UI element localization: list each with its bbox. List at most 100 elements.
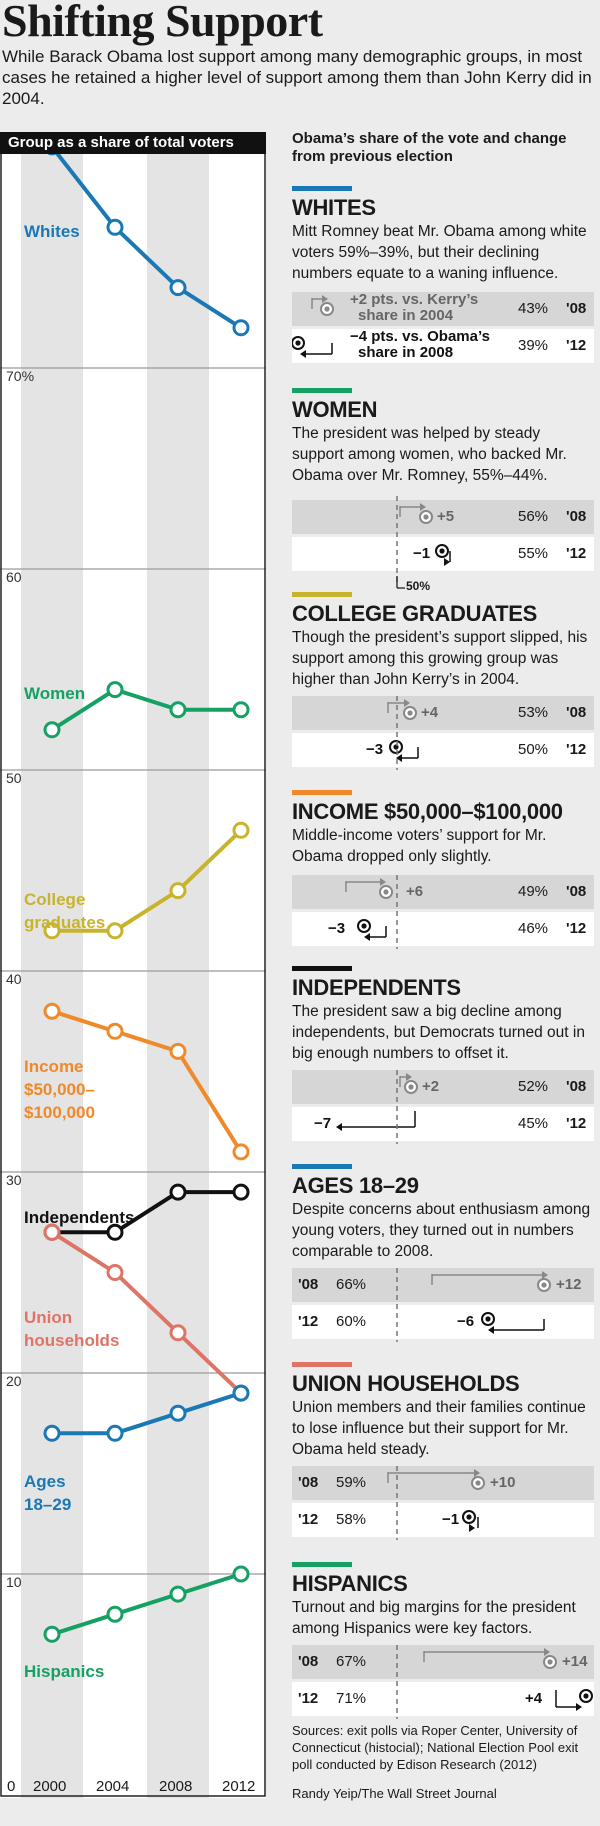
year-2008: '08 xyxy=(566,300,587,317)
marker-2012 xyxy=(357,919,387,941)
year-2008: '08 xyxy=(566,704,587,721)
ytick-40: 40 xyxy=(6,971,22,987)
data-point xyxy=(106,218,124,236)
fifty-percent-reference xyxy=(396,1466,398,1540)
section-color-bar xyxy=(292,1362,352,1367)
series-line xyxy=(52,1391,242,1436)
year-2008: '08 xyxy=(298,1653,319,1670)
share-rows: '08 59% +10 '12 58% −1 xyxy=(292,1466,594,1540)
data-point xyxy=(106,1022,124,1040)
row-2008: '08 66% +12 xyxy=(292,1268,594,1302)
label-college-2: graduates xyxy=(24,913,106,932)
data-point xyxy=(232,1384,250,1402)
section-color-bar xyxy=(292,186,352,191)
section-color-bar xyxy=(292,966,352,971)
fifty-percent-reference xyxy=(396,1268,398,1342)
label-union-2: households xyxy=(24,1331,120,1350)
marker-2008 xyxy=(431,1271,551,1292)
data-point xyxy=(43,1424,61,1442)
row-2012: '12 58% −1 xyxy=(292,1503,594,1537)
section-title: COLLEGE GRADUATES xyxy=(292,601,538,626)
marker-2012 xyxy=(435,544,451,566)
label-college-1: College xyxy=(24,890,86,909)
xtick-2000: 2000 xyxy=(33,1778,67,1795)
share-rows: '08 67% +14 '12 71% +4 xyxy=(292,1645,594,1719)
row-2008: +2 52% '08 xyxy=(292,1070,594,1104)
row-2008: +2 pts. vs. Kerry’s share in 2004 43% '0… xyxy=(292,291,594,326)
change-2008: +4 xyxy=(421,704,439,721)
change-2008: +10 xyxy=(490,1474,516,1491)
section-description: Despite concerns about enthusiasm among … xyxy=(292,1201,591,1260)
column-stripe xyxy=(147,132,209,1798)
marker-2008 xyxy=(345,878,393,899)
data-point xyxy=(43,1625,61,1643)
data-point xyxy=(232,701,250,719)
row-2012: −3 46% '12 xyxy=(292,912,594,946)
sources-note: Sources: exit polls via Roper Center, Un… xyxy=(292,1723,579,1772)
share-rows: +6 49% '08 −3 46% '12 xyxy=(292,875,594,949)
ytick-30: 30 xyxy=(6,1172,22,1188)
row-2012: '12 60% −6 xyxy=(292,1305,594,1339)
section-description: Turnout and big margins for the presiden… xyxy=(292,1599,576,1637)
change-2008-line2: share in 2004 xyxy=(358,307,454,324)
xtick-0: 0 xyxy=(7,1778,16,1795)
marker-2012 xyxy=(481,1312,545,1334)
xtick-2008: 2008 xyxy=(159,1778,193,1795)
year-2012: '12 xyxy=(566,741,587,758)
credit-line: Randy Yeip/The Wall Street Journal xyxy=(292,1786,497,1801)
share-panel-header: Obama’s share of the vote and change fro… xyxy=(292,130,567,165)
row-2012: −3 50% '12 xyxy=(292,733,594,767)
marker-2012 xyxy=(336,1111,416,1131)
year-2012: '12 xyxy=(298,1690,319,1707)
fifty-percent-reference xyxy=(396,1070,398,1144)
series-line xyxy=(50,145,243,330)
row-2008: +6 49% '08 xyxy=(292,875,594,909)
label-union-1: Union xyxy=(24,1308,73,1327)
change-2012: −1 xyxy=(442,1511,460,1528)
marker-2012 xyxy=(292,336,333,358)
section-title: INDEPENDENTS xyxy=(292,975,461,1000)
year-2008: '08 xyxy=(298,1276,319,1293)
fifty-percent-reference xyxy=(396,875,398,949)
share-rows: +4 53% '08 −3 50% '12 xyxy=(292,696,594,770)
data-point xyxy=(106,1605,124,1623)
series-line xyxy=(51,1009,243,1153)
pct-2008: 67% xyxy=(336,1653,367,1670)
section-color-bar xyxy=(292,592,352,597)
section-description: The president was helped by steady suppo… xyxy=(292,425,567,484)
change-2012: −3 xyxy=(328,920,346,937)
section-title: AGES 18–29 xyxy=(292,1173,419,1198)
section-description: Though the president’s support slipped, … xyxy=(292,629,588,688)
data-point xyxy=(232,821,250,839)
ytick-10: 10 xyxy=(6,1574,22,1590)
page-title: Shifting Support xyxy=(2,0,323,46)
section-college-graduates: COLLEGE GRADUATES Though the president’s… xyxy=(292,592,594,770)
ytick-60: 60 xyxy=(6,569,22,585)
marker-2012 xyxy=(389,740,419,762)
marker-2008 xyxy=(311,295,334,316)
year-2008: '08 xyxy=(298,1474,319,1491)
ytick-20: 20 xyxy=(6,1373,22,1389)
data-point xyxy=(169,1042,187,1060)
pct-2008: 59% xyxy=(336,1474,367,1491)
pct-2008: 49% xyxy=(518,883,549,900)
chart-panel-header: Group as a share of total voters xyxy=(0,132,266,154)
section-union-households: UNION HOUSEHOLDS Union members and their… xyxy=(292,1362,594,1540)
label-income-3: $100,000 xyxy=(24,1103,95,1122)
share-rows: +2 pts. vs. Kerry’s share in 2004 43% '0… xyxy=(292,291,594,366)
year-2012: '12 xyxy=(566,545,587,562)
section-title: INCOME $50,000–$100,000 xyxy=(292,799,563,824)
row-2008: '08 59% +10 xyxy=(292,1466,594,1500)
marker-2008 xyxy=(423,1648,557,1669)
label-independents: Independents xyxy=(24,1208,135,1227)
section-women: WOMEN The president was helped by steady… xyxy=(292,388,594,593)
marker-2008 xyxy=(399,503,433,524)
section-description: Union members and their families continu… xyxy=(292,1399,586,1458)
fifty-percent-label: 50% xyxy=(406,579,431,593)
section-description: Middle-income voters’ support for Mr. Ob… xyxy=(292,827,547,865)
change-2012: −3 xyxy=(366,741,384,758)
label-hispanics: Hispanics xyxy=(24,1662,105,1681)
ytick-70: 70% xyxy=(6,368,35,384)
year-2012: '12 xyxy=(298,1511,319,1528)
year-2012: '12 xyxy=(298,1313,319,1330)
